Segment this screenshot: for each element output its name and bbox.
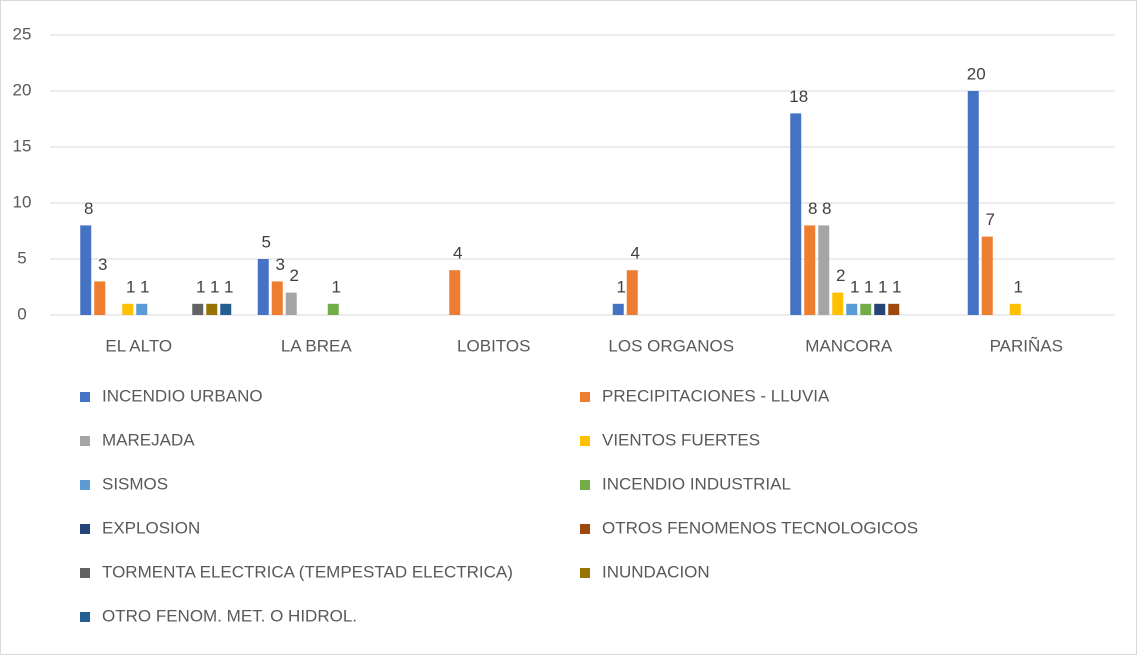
bar	[846, 303, 858, 315]
data-label: 3	[98, 255, 107, 274]
y-tick-label: 10	[13, 192, 32, 211]
legend-swatch	[80, 392, 90, 402]
bar	[449, 270, 461, 315]
y-tick-label: 5	[17, 248, 26, 267]
data-label: 20	[967, 64, 986, 83]
bar	[271, 281, 283, 315]
legend-label: VIENTOS FUERTES	[602, 430, 760, 449]
bar	[285, 292, 297, 315]
bar	[967, 91, 979, 315]
x-tick-label: LOS ORGANOS	[608, 336, 734, 355]
bar	[206, 303, 218, 315]
data-label: 1	[617, 277, 626, 296]
data-label: 1	[126, 277, 135, 296]
bar	[257, 259, 269, 315]
legend-swatch	[80, 436, 90, 446]
legend-swatch	[580, 392, 590, 402]
data-label: 18	[789, 87, 808, 106]
data-label: 4	[453, 244, 462, 263]
data-label: 1	[332, 277, 341, 296]
data-label: 8	[822, 199, 831, 218]
legend-swatch	[580, 524, 590, 534]
x-tick-label: MANCORA	[805, 336, 893, 355]
bar	[626, 270, 638, 315]
legend-swatch	[580, 480, 590, 490]
bar	[122, 303, 134, 315]
data-label: 8	[808, 199, 817, 218]
y-tick-label: 0	[17, 304, 26, 323]
bar	[80, 225, 92, 315]
data-label: 3	[276, 255, 285, 274]
legend-swatch	[80, 568, 90, 578]
data-label: 2	[290, 266, 299, 285]
legend-label: INUNDACION	[602, 562, 710, 581]
data-label: 7	[986, 210, 995, 229]
data-label: 1	[196, 277, 205, 296]
legend-label: TORMENTA ELECTRICA (TEMPESTAD ELECTRICA)	[102, 562, 513, 581]
bar	[220, 303, 232, 315]
data-label: 1	[878, 277, 887, 296]
data-label: 1	[210, 277, 219, 296]
bar	[192, 303, 204, 315]
bar	[612, 303, 624, 315]
legend-swatch	[80, 612, 90, 622]
data-label: 5	[262, 232, 271, 251]
bar	[818, 225, 830, 315]
data-label: 2	[836, 266, 845, 285]
legend-label: MAREJADA	[102, 430, 195, 449]
bar	[981, 236, 993, 315]
bar	[874, 303, 886, 315]
legend-label: PRECIPITACIONES - LLUVIA	[602, 386, 830, 405]
bar	[804, 225, 816, 315]
bar	[1009, 303, 1021, 315]
data-label: 1	[224, 277, 233, 296]
data-label: 1	[140, 277, 149, 296]
data-label: 4	[631, 244, 640, 263]
bar	[888, 303, 900, 315]
legend-label: INCENDIO INDUSTRIAL	[602, 474, 791, 493]
bar	[94, 281, 106, 315]
legend-label: SISMOS	[102, 474, 168, 493]
x-tick-label: LA BREA	[281, 336, 353, 355]
legend-label: OTROS FENOMENOS TECNOLOGICOS	[602, 518, 918, 537]
data-label: 8	[84, 199, 93, 218]
bar	[327, 303, 339, 315]
data-label: 1	[892, 277, 901, 296]
y-tick-label: 25	[13, 24, 32, 43]
legend-swatch	[80, 480, 90, 490]
x-tick-label: EL ALTO	[105, 336, 172, 355]
bar	[832, 292, 844, 315]
legend-label: OTRO FENOM. MET. O HIDROL.	[102, 606, 357, 625]
bar	[790, 113, 802, 316]
bar	[136, 303, 148, 315]
x-tick-label: LOBITOS	[457, 336, 530, 355]
y-tick-label: 15	[13, 136, 32, 155]
data-label: 1	[850, 277, 859, 296]
legend-label: EXPLOSION	[102, 518, 200, 537]
bar	[860, 303, 872, 315]
y-tick-label: 20	[13, 80, 32, 99]
legend-swatch	[580, 436, 590, 446]
data-label: 1	[864, 277, 873, 296]
legend-swatch	[80, 524, 90, 534]
legend-label: INCENDIO URBANO	[102, 386, 263, 405]
legend-swatch	[580, 568, 590, 578]
x-tick-label: PARIÑAS	[990, 336, 1063, 355]
data-label: 1	[1014, 277, 1023, 296]
